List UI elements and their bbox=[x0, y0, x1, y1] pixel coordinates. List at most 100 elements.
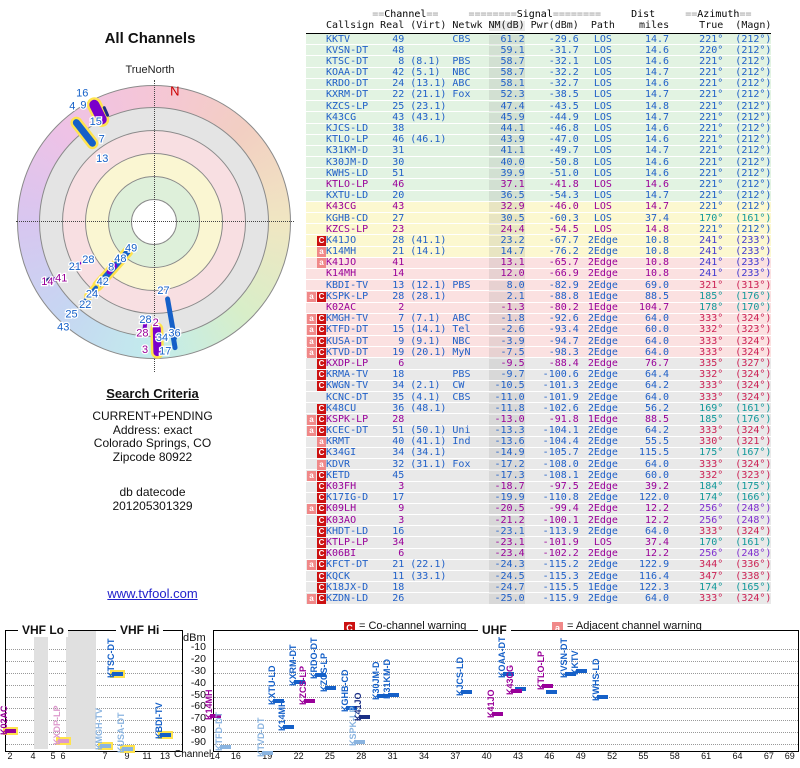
cell-power: -101.3 bbox=[542, 380, 579, 392]
cell-callsign: K17IG-D bbox=[326, 492, 369, 504]
signal-bar-label: KXDP-LP bbox=[52, 705, 62, 746]
radar-chart: N 4 16 9 15 7 13 49 48 8 42 24 22 25 43 28 21 41 14 27 28 2 28… bbox=[2, 78, 302, 390]
cell-distance: 64.4 bbox=[645, 369, 670, 381]
radar-channel-label: 3 bbox=[142, 344, 148, 356]
cell-azimuth-magnetic: (233°) bbox=[735, 268, 772, 280]
cell-power: -97.5 bbox=[548, 481, 579, 492]
radar-channel-label: 16 bbox=[76, 88, 88, 100]
co-channel-badge-icon: C bbox=[317, 291, 326, 302]
cell-path: 2Edge bbox=[587, 503, 618, 515]
cell-noise-margin: 8.0 bbox=[488, 280, 525, 291]
cell-path: 2Edge bbox=[587, 525, 618, 537]
cell-noise-margin: -18.7 bbox=[488, 482, 525, 492]
radar-channel-label: 28 bbox=[139, 314, 151, 326]
table-row: a C KETD 45 -17.3 -108.1 2Edge 60.0 332° (323°) bbox=[306, 470, 772, 482]
cell-power: -98.3 bbox=[548, 346, 579, 358]
co-channel-badge-icon: C bbox=[317, 414, 326, 425]
cell-network: NBC bbox=[452, 67, 471, 79]
cell-noise-margin: 52.3 bbox=[488, 90, 525, 101]
cell-distance: 122.0 bbox=[638, 492, 670, 504]
cell-azimuth-true: 185° bbox=[699, 290, 724, 302]
radar-spoke bbox=[89, 99, 107, 125]
cell-callsign: KJCS-LD bbox=[326, 123, 369, 134]
legend-adj-text: = Adjacent channel warning bbox=[567, 620, 702, 632]
adjacent-channel-badge-icon: a bbox=[307, 291, 316, 302]
table-header-groups: ==Channel== ========Signal======== Dist ==A… bbox=[306, 10, 771, 21]
cell-power: -65.7 bbox=[548, 257, 579, 269]
cell-noise-margin: -24.7 bbox=[488, 582, 525, 593]
co-channel-badge-icon: C bbox=[317, 504, 326, 515]
header-eq: == bbox=[426, 9, 439, 20]
cell-power: -91.8 bbox=[548, 413, 579, 425]
signal-bar-koaa-dt bbox=[502, 672, 514, 677]
signal-bar-kvsn-dt bbox=[565, 671, 577, 676]
cell-callsign: KFCT-DT bbox=[326, 559, 369, 571]
vhf-lo-label: VHF Lo bbox=[18, 623, 68, 637]
adjacent-channel-badge-icon: a bbox=[317, 437, 326, 448]
cell-distance: 55.5 bbox=[645, 436, 670, 448]
cell-power: -92.6 bbox=[548, 313, 579, 325]
radar-spoke bbox=[72, 119, 96, 147]
cell-callsign: KUSA-DT bbox=[326, 335, 369, 347]
table-row: KTLO-LP 46 (46.1) 43.9 -47.0 LOS 14.6 221° (212°… bbox=[306, 134, 772, 146]
cell-azimuth-true: 221° bbox=[699, 111, 724, 123]
adjacent-channel-badge-icon: a bbox=[307, 593, 316, 604]
cell-azimuth-magnetic: (233°) bbox=[735, 234, 772, 246]
uhf-channel-tick: 16 bbox=[230, 751, 241, 761]
cell-noise-margin: -3.9 bbox=[488, 336, 525, 347]
cell-path: LOS bbox=[593, 201, 612, 213]
co-channel-badge-icon: C bbox=[317, 347, 326, 358]
cell-distance: 14.6 bbox=[645, 78, 670, 90]
radar-channel-label: 28 bbox=[82, 254, 94, 266]
table-row: a C KSPK-LP 28 (28.1) 2.1 -88.8 1Edge 88.5 185° (1… bbox=[306, 290, 772, 303]
header-word: Channel bbox=[384, 9, 427, 20]
adjacent-channel-badge-icon: a bbox=[307, 414, 316, 425]
radar-channel-label: 24 bbox=[86, 288, 98, 300]
cell-noise-margin: -21.2 bbox=[488, 515, 525, 526]
adjacent-channel-badge-icon: a bbox=[317, 258, 326, 269]
cell-power: -43.5 bbox=[548, 100, 579, 112]
header-group-signal: ========Signal======== bbox=[469, 10, 601, 20]
cell-callsign: KRMA-TV bbox=[326, 369, 369, 381]
dbm-tick: -90 bbox=[190, 736, 206, 748]
cell-azimuth-true: 256° bbox=[699, 503, 724, 515]
uhf-panel bbox=[213, 630, 799, 752]
cell-azimuth-magnetic: (166°) bbox=[735, 492, 772, 504]
cell-callsign: KZCS-LP bbox=[326, 223, 369, 235]
signal-bar-label: KTVD-DT bbox=[256, 717, 267, 757]
badge-col: C bbox=[306, 235, 326, 246]
radar-channel-label: 4 bbox=[69, 100, 75, 112]
radar-channel-label: 9 bbox=[80, 100, 86, 112]
radar-channel-label: 8 bbox=[108, 261, 114, 273]
cell-real-channel: 2 bbox=[398, 302, 405, 313]
cell-noise-margin: 61.2 bbox=[488, 34, 525, 45]
cell-callsign: K03FH bbox=[326, 481, 357, 492]
cell-azimuth-magnetic: (324°) bbox=[735, 313, 772, 325]
table-row: C KXDP-LP 6 -9.5 -88.4 2Edge 76.7 335° (327°) bbox=[306, 358, 772, 370]
cell-virtual-channel: (14.1) bbox=[410, 246, 447, 258]
co-channel-badge-icon: C bbox=[317, 403, 326, 414]
cell-real-channel: 34 bbox=[392, 536, 405, 548]
cell-azimuth-magnetic: (161°) bbox=[735, 536, 772, 548]
uhf-channel-tick: 46 bbox=[544, 751, 555, 761]
gridline bbox=[214, 649, 798, 650]
signal-bar-ktlo-lp bbox=[546, 689, 558, 694]
cell-distance: 12.2 bbox=[645, 503, 670, 515]
badge-col: C bbox=[306, 482, 326, 492]
cell-azimuth-true: 221° bbox=[699, 33, 724, 45]
table-row: a C K09LH 9 -20.5 -99.4 2Edge 12.2 256° (248°) bbox=[306, 503, 772, 516]
cell-distance: 12.2 bbox=[645, 514, 670, 526]
cell-azimuth-magnetic: (212°) bbox=[735, 201, 772, 213]
cell-noise-margin: -1.3 bbox=[488, 303, 525, 313]
cell-path: 2Edge bbox=[587, 481, 618, 492]
tvfool-link[interactable]: www.tvfool.com bbox=[107, 586, 198, 601]
cell-virtual-channel: (31.1) bbox=[410, 458, 447, 470]
cell-azimuth-magnetic: (324°) bbox=[735, 425, 772, 437]
cell-noise-margin: -24.3 bbox=[488, 560, 525, 571]
cell-real-channel: 31 bbox=[392, 145, 405, 157]
cell-callsign: KTFD-DT bbox=[326, 324, 369, 336]
cell-azimuth-true: 221° bbox=[699, 145, 724, 157]
table-header-columns: Callsign Real (Virt) Netwk NM(dB) Pwr(dBm) Pat… bbox=[306, 21, 772, 34]
